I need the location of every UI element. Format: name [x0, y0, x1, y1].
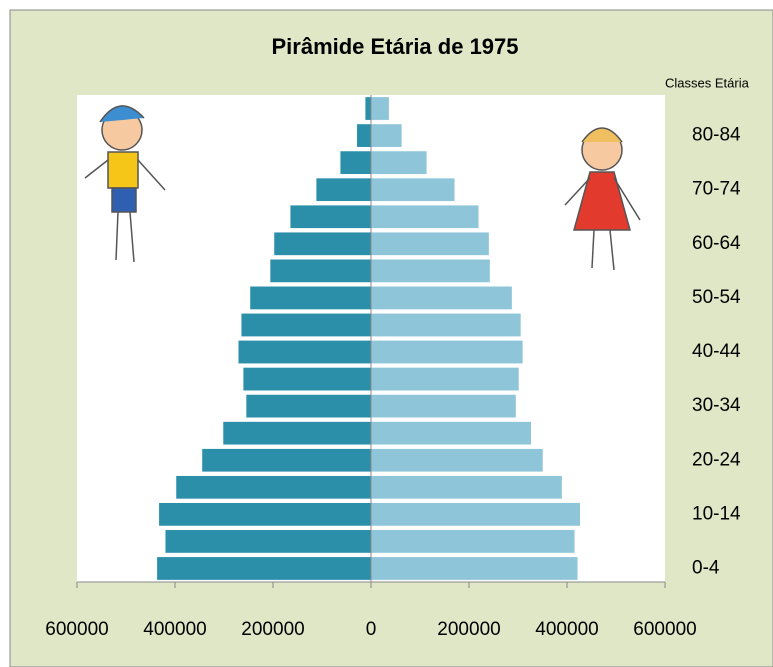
bar — [158, 502, 372, 527]
bar — [240, 313, 372, 337]
y-tick-label: 20-24 — [692, 449, 741, 470]
y-tick-label: 70-74 — [692, 179, 741, 200]
y-tick-label: 60-64 — [692, 233, 741, 254]
x-tick-label: 600000 — [633, 619, 696, 640]
bar — [370, 204, 480, 229]
x-tick-label: 400000 — [535, 619, 598, 640]
y-tick-label: 50-54 — [692, 287, 741, 308]
bar — [370, 421, 532, 446]
bar — [273, 231, 372, 256]
bar — [222, 421, 372, 446]
bar — [370, 231, 490, 256]
bar — [237, 340, 372, 364]
bar — [370, 475, 563, 500]
bar — [370, 123, 403, 148]
bar — [175, 475, 372, 500]
bar — [370, 448, 544, 473]
x-tick-label: 600000 — [45, 619, 108, 640]
bar — [370, 394, 517, 419]
bar — [249, 286, 372, 310]
bar — [370, 96, 390, 121]
bar — [269, 258, 372, 283]
x-tick-label: 200000 — [437, 619, 500, 640]
boy-drawing — [84, 105, 166, 263]
bar — [245, 394, 372, 419]
bar — [339, 150, 372, 175]
bar — [370, 529, 576, 554]
bar — [370, 367, 520, 391]
bar — [370, 258, 491, 283]
y-tick-label: 10-14 — [692, 503, 741, 524]
bar — [364, 96, 372, 121]
bar — [356, 123, 372, 148]
chart-title: Pirâmide Etária de 1975 — [271, 34, 518, 59]
bar — [289, 204, 372, 229]
y-tick-label: 40-44 — [692, 341, 741, 362]
bar — [370, 150, 428, 175]
x-tick-label: 400000 — [143, 619, 206, 640]
bar — [315, 177, 372, 202]
y-tick-label: 0-4 — [692, 557, 720, 578]
y-tick-label: 30-34 — [692, 395, 741, 416]
bar — [370, 556, 579, 581]
y-tick-label: 80-84 — [692, 125, 741, 146]
bar — [370, 502, 581, 527]
x-tick-label: 200000 — [241, 619, 304, 640]
bar — [201, 448, 372, 473]
girl-drawing — [564, 127, 641, 271]
bar — [164, 529, 372, 554]
bar — [370, 313, 522, 337]
bar — [370, 340, 524, 364]
bar — [242, 367, 372, 391]
x-tick-label: 0 — [366, 619, 377, 640]
bar — [370, 286, 513, 310]
axis-title: Classes Etária — [665, 75, 750, 90]
bar — [370, 177, 456, 202]
bar — [156, 556, 372, 581]
